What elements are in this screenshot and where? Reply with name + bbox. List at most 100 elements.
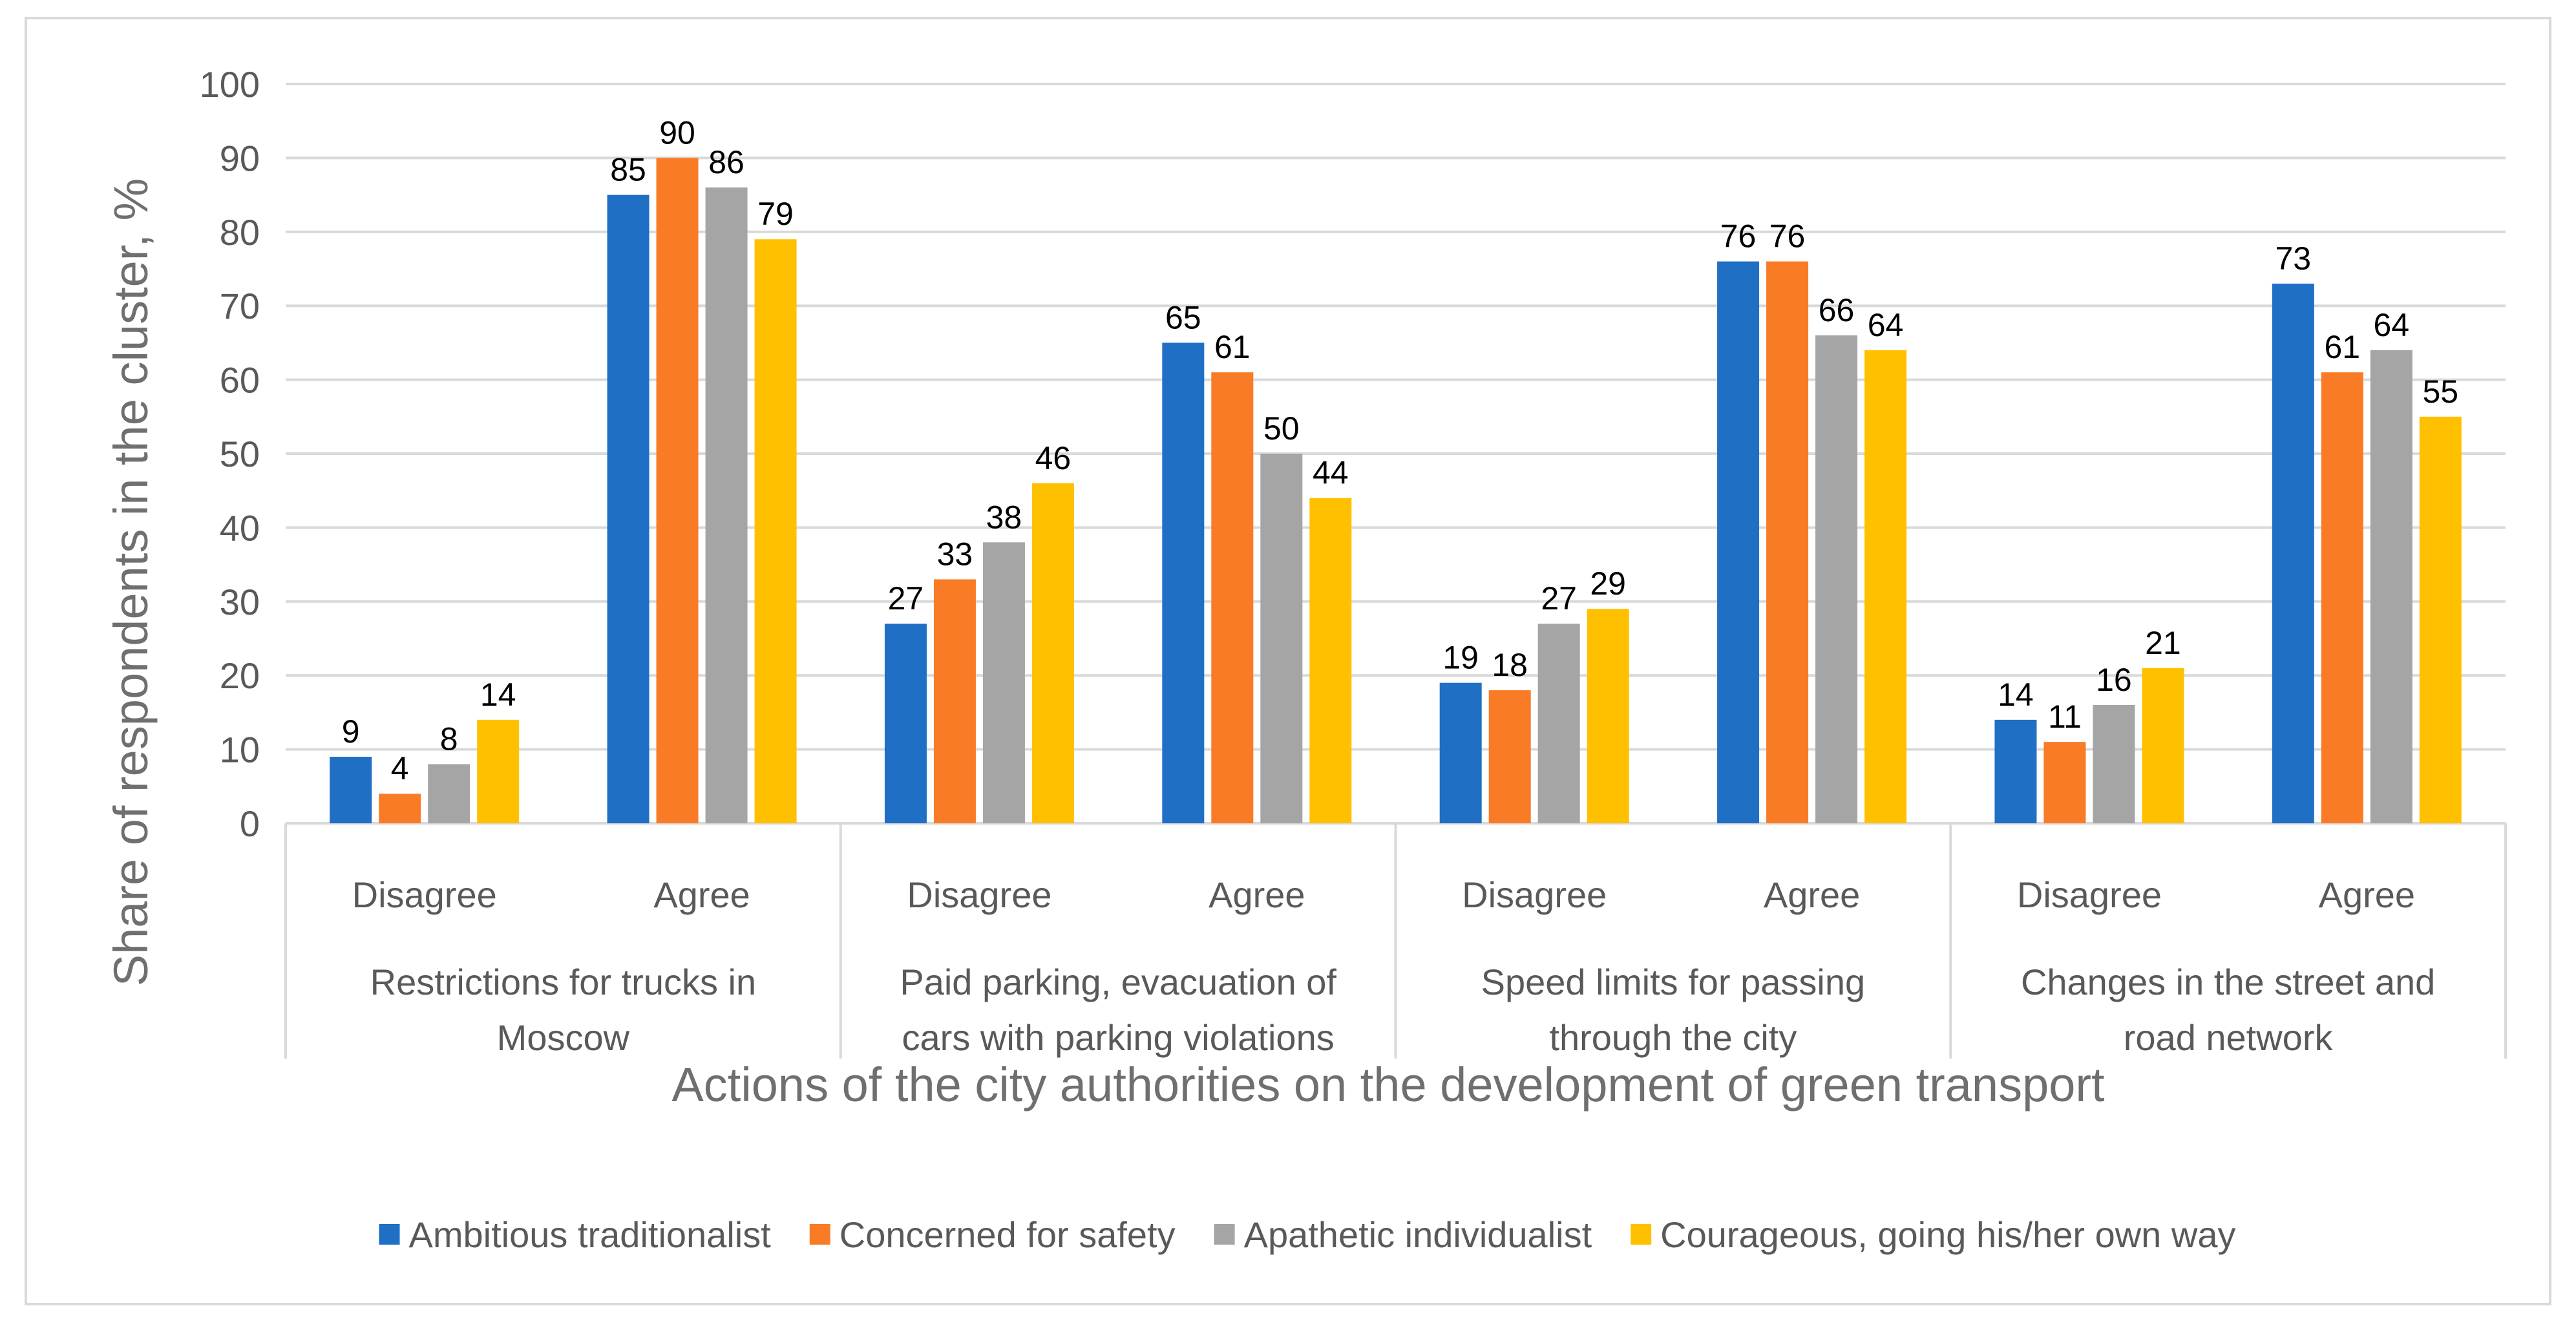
bar (2142, 668, 2184, 823)
data-label: 21 (2145, 625, 2181, 661)
y-tick-label: 20 (220, 655, 260, 696)
y-tick-label: 100 (200, 64, 260, 105)
data-label: 55 (2423, 374, 2459, 410)
x-axis-title: Actions of the city authorities on the d… (671, 1058, 2105, 1112)
bar (2419, 416, 2462, 823)
y-tick-label: 90 (220, 138, 260, 178)
group-label: cars with parking violations (902, 1017, 1335, 1058)
data-label: 29 (1590, 565, 1626, 602)
group-label: road network (2124, 1017, 2334, 1058)
bar (2321, 372, 2363, 823)
data-label: 18 (1492, 647, 1528, 683)
data-labels: 9 85 27 65 19 76 14 73 4 90 33 61 18 76 11 61 8 86 38 50 27 6… (342, 114, 2458, 786)
bar (607, 195, 649, 824)
bar (656, 158, 699, 823)
chart-svg: 9 85 27 65 19 76 14 73 4 90 33 61 18 76 11 61 8 86 38 50 27 6… (104, 64, 2507, 1255)
bar (2370, 350, 2412, 823)
data-label: 65 (1165, 299, 1201, 335)
data-label: 14 (1998, 677, 2034, 713)
legend-label: Apathetic individualist (1244, 1214, 1592, 1255)
bar (1864, 350, 1907, 823)
data-label: 14 (480, 677, 516, 713)
bar (1994, 719, 2037, 823)
y-tick-label: 30 (220, 582, 260, 622)
data-label: 4 (391, 750, 409, 786)
group-label: Restrictions for trucks in (370, 962, 757, 1002)
data-label: 11 (2048, 699, 2082, 735)
bar (1031, 483, 1074, 823)
group-label: Speed limits for passing (1481, 962, 1866, 1002)
bar (1162, 343, 1205, 823)
data-label: 76 (1720, 218, 1757, 255)
bar (330, 757, 372, 823)
y-tick-label: 80 (220, 212, 260, 253)
gridlines (286, 83, 2506, 825)
data-label: 61 (2325, 329, 2361, 365)
bar (754, 239, 797, 823)
data-label: 46 (1035, 440, 1072, 476)
bar (982, 542, 1025, 823)
data-label: 79 (757, 196, 794, 232)
data-label: 27 (1541, 580, 1577, 617)
x-category-label: Agree (1764, 874, 1860, 915)
bar (1815, 335, 1858, 823)
bar (2043, 742, 2086, 823)
data-label: 44 (1313, 455, 1349, 491)
bar (1488, 690, 1531, 823)
bar (1309, 498, 1352, 823)
y-tick-label: 40 (220, 507, 260, 548)
x-category-label: Disagree (1462, 874, 1607, 915)
bars (330, 158, 2462, 824)
legend-label: Courageous, going his/her own way (1660, 1214, 2235, 1255)
legend-label: Concerned for safety (839, 1214, 1176, 1255)
legend-swatch (379, 1224, 400, 1245)
data-label: 64 (2374, 307, 2410, 343)
legend-swatch (809, 1224, 830, 1245)
bar (1717, 261, 1760, 823)
data-label: 64 (1868, 307, 1904, 343)
bar (933, 579, 976, 823)
data-label: 86 (708, 144, 744, 180)
data-label: 8 (440, 721, 458, 757)
y-tick-label: 70 (220, 286, 260, 326)
bar (1211, 372, 1254, 823)
axes: 0 10 20 30 40 50 60 70 80 90 100 Disagree Agree Disag… (200, 64, 2507, 1059)
y-tick-label: 0 (240, 803, 260, 844)
x-category-label: Disagree (907, 874, 1051, 915)
x-category-label: Disagree (2017, 874, 2162, 915)
x-category-label: Agree (1209, 874, 1305, 915)
legend-swatch (1214, 1224, 1235, 1245)
data-label: 50 (1263, 410, 1300, 447)
bar (1537, 624, 1580, 823)
data-label: 19 (1442, 640, 1479, 676)
bar (428, 764, 470, 823)
data-label: 66 (1819, 292, 1855, 328)
group-label: Paid parking, evacuation of (900, 962, 1336, 1002)
data-label: 33 (937, 536, 973, 572)
bar (1766, 261, 1809, 823)
data-label: 73 (2275, 240, 2312, 277)
bar (884, 624, 927, 823)
data-label: 16 (2096, 662, 2132, 698)
bar (2093, 704, 2135, 823)
legend-swatch (1631, 1224, 1652, 1245)
data-label: 76 (1769, 218, 1806, 255)
y-tick-label: 50 (220, 434, 260, 474)
bar (1439, 682, 1482, 823)
data-label: 90 (659, 114, 695, 151)
x-category-label: Agree (653, 874, 750, 915)
y-axis-title: Share of respondents in the cluster, % (104, 178, 158, 987)
data-label: 38 (986, 499, 1022, 535)
y-tick-label: 60 (220, 360, 260, 401)
group-label: Moscow (497, 1017, 630, 1058)
data-label: 27 (888, 580, 924, 617)
bar (477, 719, 520, 823)
bar (379, 794, 421, 823)
data-label: 85 (610, 152, 646, 188)
data-label: 9 (342, 713, 360, 750)
legend-label: Ambitious traditionalist (409, 1214, 772, 1255)
data-label: 61 (1214, 329, 1251, 365)
legend: Ambitious traditionalist Concerned for sa… (379, 1214, 2235, 1255)
group-label: through the city (1549, 1017, 1797, 1058)
chart-frame: 9 85 27 65 19 76 14 73 4 90 33 61 18 76 11 61 8 86 38 50 27 6… (25, 17, 2551, 1305)
